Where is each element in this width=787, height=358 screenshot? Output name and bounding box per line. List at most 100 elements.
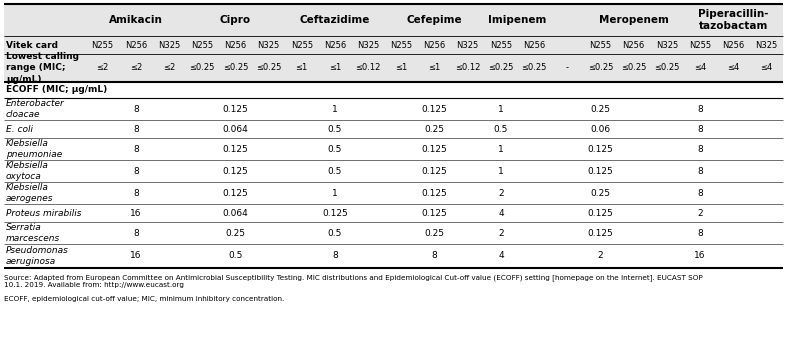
- Text: ≤0.25: ≤0.25: [521, 63, 547, 73]
- Text: 0.5: 0.5: [327, 145, 342, 154]
- Text: N256: N256: [722, 40, 745, 49]
- Text: 0.125: 0.125: [588, 228, 613, 237]
- Text: N256: N256: [623, 40, 645, 49]
- Text: 0.25: 0.25: [424, 125, 445, 134]
- Text: ≤4: ≤4: [760, 63, 773, 73]
- Text: ≤0.12: ≤0.12: [455, 63, 480, 73]
- Text: 1: 1: [332, 105, 338, 113]
- Text: 8: 8: [697, 105, 703, 113]
- Text: 8: 8: [697, 145, 703, 154]
- Text: Klebsiella
pneumoniae: Klebsiella pneumoniae: [6, 139, 62, 159]
- Text: 8: 8: [133, 228, 139, 237]
- Text: ≤4: ≤4: [727, 63, 739, 73]
- Text: 0.125: 0.125: [322, 208, 348, 218]
- Text: ≤1: ≤1: [296, 63, 308, 73]
- Text: 0.5: 0.5: [228, 252, 242, 261]
- Text: 8: 8: [133, 166, 139, 175]
- Text: N255: N255: [191, 40, 213, 49]
- Text: 8: 8: [133, 105, 139, 113]
- Text: ECOFF (MIC; μg/mL): ECOFF (MIC; μg/mL): [6, 86, 107, 95]
- Text: N256: N256: [224, 40, 246, 49]
- Text: 0.125: 0.125: [422, 145, 447, 154]
- Text: N325: N325: [257, 40, 279, 49]
- Text: 0.25: 0.25: [590, 189, 611, 198]
- Text: 0.5: 0.5: [493, 125, 508, 134]
- Text: Meropenem: Meropenem: [599, 15, 669, 25]
- Text: Vitek card: Vitek card: [6, 40, 58, 49]
- Text: 0.125: 0.125: [223, 166, 248, 175]
- Text: 0.125: 0.125: [223, 145, 248, 154]
- Text: Ceftazidime: Ceftazidime: [300, 15, 370, 25]
- Text: 0.125: 0.125: [422, 105, 447, 113]
- Text: Cefepime: Cefepime: [407, 15, 462, 25]
- Text: 8: 8: [697, 189, 703, 198]
- Text: ≤0.25: ≤0.25: [654, 63, 679, 73]
- Text: 8: 8: [332, 252, 338, 261]
- Text: 0.25: 0.25: [225, 228, 246, 237]
- Text: N325: N325: [357, 40, 379, 49]
- Text: ≤4: ≤4: [694, 63, 706, 73]
- Text: ≤0.25: ≤0.25: [588, 63, 613, 73]
- Text: 8: 8: [697, 166, 703, 175]
- Text: 0.064: 0.064: [223, 125, 248, 134]
- Bar: [4, 4, 783, 82]
- Text: N256: N256: [124, 40, 147, 49]
- Text: 0.5: 0.5: [327, 166, 342, 175]
- Text: Klebsiella
aerogenes: Klebsiella aerogenes: [6, 183, 54, 203]
- Text: N256: N256: [423, 40, 445, 49]
- Text: ECOFF, epidemiological cut-off value; MIC, minimum inhibitory concentration.: ECOFF, epidemiological cut-off value; MI…: [4, 296, 284, 302]
- Text: ≤1: ≤1: [428, 63, 441, 73]
- Text: N325: N325: [656, 40, 678, 49]
- Text: 0.125: 0.125: [223, 105, 248, 113]
- Text: Klebsiella
oxytoca: Klebsiella oxytoca: [6, 161, 49, 181]
- Text: 16: 16: [130, 208, 142, 218]
- Text: -: -: [566, 63, 569, 73]
- Text: 2: 2: [498, 228, 504, 237]
- Text: 0.25: 0.25: [590, 105, 611, 113]
- Text: N325: N325: [158, 40, 180, 49]
- Text: 8: 8: [697, 125, 703, 134]
- Text: ≤0.25: ≤0.25: [223, 63, 248, 73]
- Text: N255: N255: [390, 40, 412, 49]
- Text: N256: N256: [323, 40, 346, 49]
- Text: 0.125: 0.125: [422, 189, 447, 198]
- Text: Serratia
marcescens: Serratia marcescens: [6, 223, 61, 243]
- Text: N255: N255: [290, 40, 312, 49]
- Text: 1: 1: [498, 145, 504, 154]
- Text: 0.5: 0.5: [327, 125, 342, 134]
- Text: 16: 16: [694, 252, 706, 261]
- Text: 8: 8: [133, 125, 139, 134]
- Text: 4: 4: [498, 252, 504, 261]
- Text: 8: 8: [133, 189, 139, 198]
- Text: Cipro: Cipro: [220, 15, 251, 25]
- Text: Piperacillin-
tazobactam: Piperacillin- tazobactam: [698, 9, 768, 31]
- Text: N325: N325: [456, 40, 478, 49]
- Text: 8: 8: [431, 252, 438, 261]
- Text: 8: 8: [133, 145, 139, 154]
- Text: ≤0.25: ≤0.25: [621, 63, 646, 73]
- Text: N255: N255: [490, 40, 512, 49]
- Text: 0.125: 0.125: [588, 145, 613, 154]
- Text: N325: N325: [756, 40, 778, 49]
- Text: 0.125: 0.125: [223, 189, 248, 198]
- Text: Amikacin: Amikacin: [109, 15, 163, 25]
- Text: 1: 1: [498, 166, 504, 175]
- Text: 16: 16: [130, 252, 142, 261]
- Text: Proteus mirabilis: Proteus mirabilis: [6, 208, 82, 218]
- Text: N255: N255: [589, 40, 611, 49]
- Text: Source: Adapted from European Committee on Antimicrobial Susceptibility Testing.: Source: Adapted from European Committee …: [4, 274, 703, 288]
- Text: Lowest calling
range (MIC;
μg/mL): Lowest calling range (MIC; μg/mL): [6, 52, 79, 84]
- Text: 0.5: 0.5: [327, 228, 342, 237]
- Text: 0.125: 0.125: [588, 166, 613, 175]
- Text: 2: 2: [498, 189, 504, 198]
- Text: N255: N255: [91, 40, 113, 49]
- Text: ≤0.25: ≤0.25: [488, 63, 514, 73]
- Text: 0.125: 0.125: [588, 208, 613, 218]
- Text: ≤0.25: ≤0.25: [190, 63, 215, 73]
- Text: ≤2: ≤2: [130, 63, 142, 73]
- Text: 0.125: 0.125: [422, 208, 447, 218]
- Text: ≤2: ≤2: [97, 63, 109, 73]
- Text: E. coli: E. coli: [6, 125, 33, 134]
- Text: N256: N256: [523, 40, 545, 49]
- Text: ≤0.12: ≤0.12: [356, 63, 381, 73]
